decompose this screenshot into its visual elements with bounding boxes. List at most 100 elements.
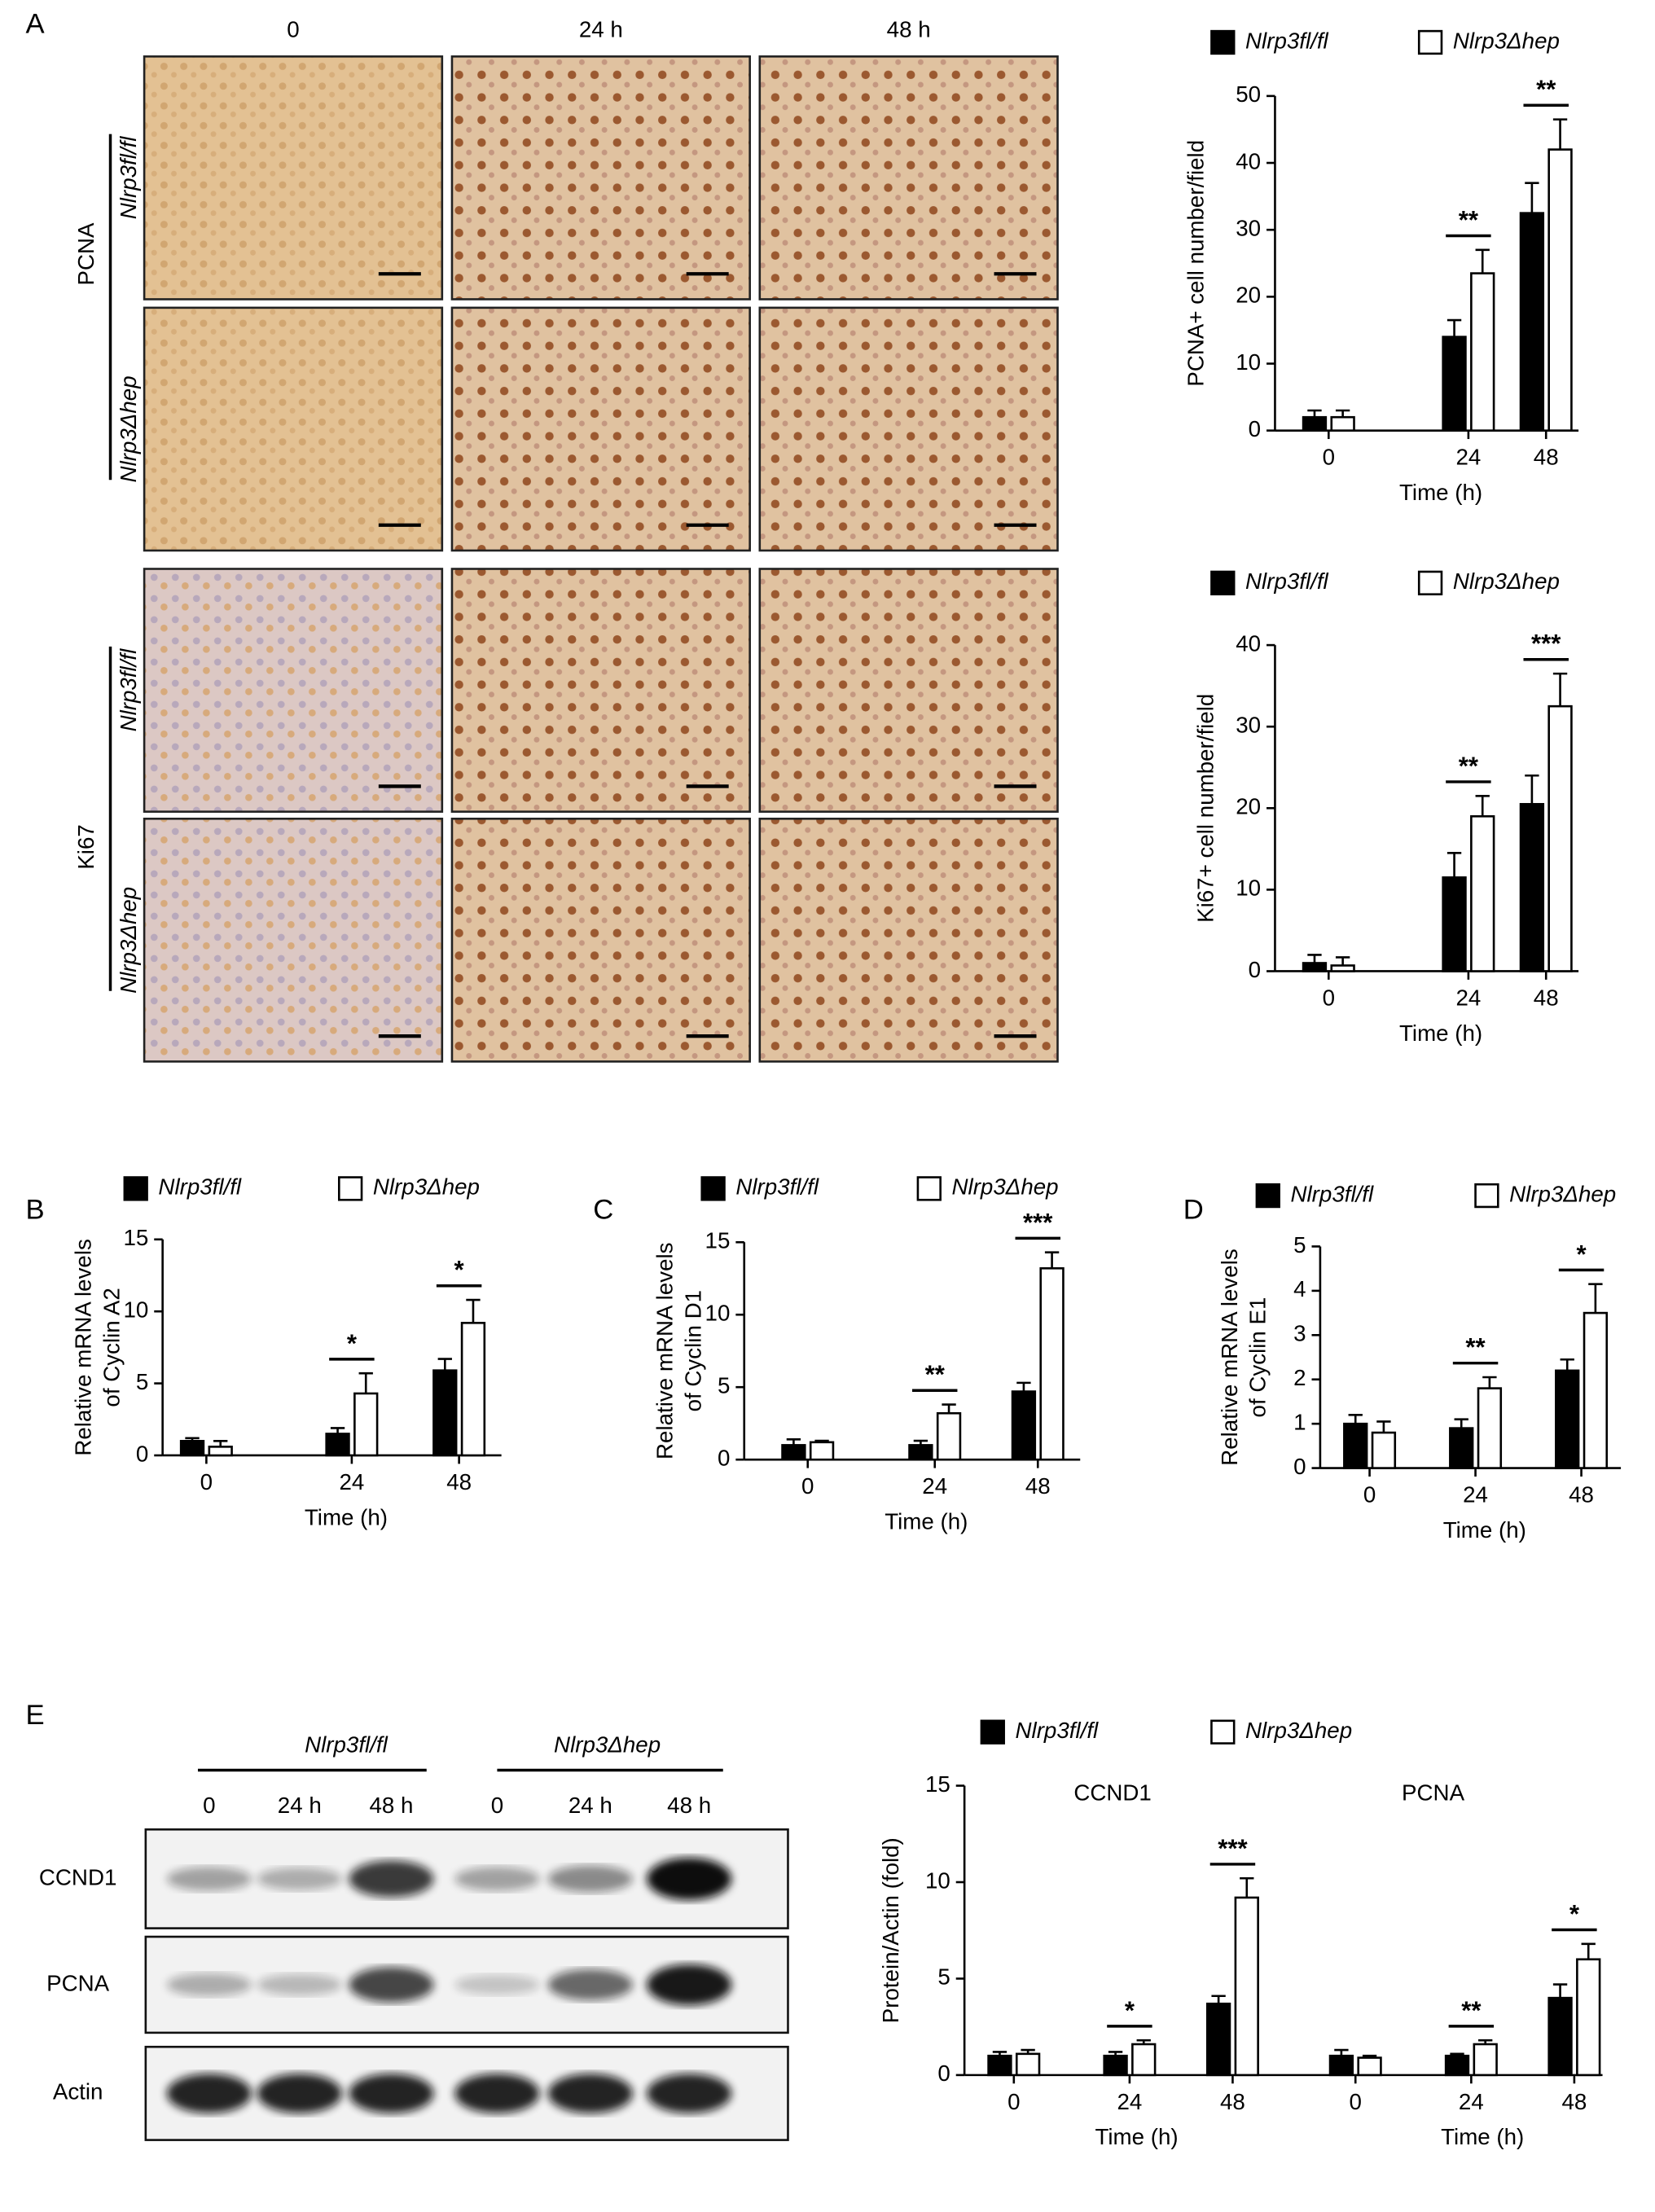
- significance-label: *: [1576, 1240, 1587, 1268]
- group-label: Nlrp3Δhep: [554, 1731, 661, 1757]
- band: [167, 1973, 252, 1996]
- band: [454, 1975, 539, 1995]
- bar: [910, 1445, 933, 1459]
- bar: [1471, 274, 1494, 431]
- y-tick-label: 30: [1236, 713, 1261, 738]
- y-tick-label: 40: [1236, 630, 1261, 656]
- significance-label: *: [347, 1329, 358, 1358]
- y-tick-label: 0: [136, 1441, 148, 1466]
- bar: [433, 1371, 456, 1455]
- row-label: PCNA: [46, 1970, 110, 1995]
- x-tick-label: 48: [1025, 1473, 1051, 1499]
- bar: [1474, 2044, 1497, 2075]
- column-label: 24 h: [579, 16, 623, 42]
- y-tick-label: 1: [1293, 1409, 1306, 1434]
- row-label: Nlrp3Δhep: [116, 375, 141, 482]
- row-label: Actin: [53, 2079, 103, 2104]
- legend-label: Nlrp3fl/fl: [735, 1174, 819, 1200]
- legend-label: Nlrp3fl/fl: [1291, 1181, 1374, 1206]
- micrograph: [452, 56, 750, 299]
- group-label: CCND1: [1073, 1780, 1152, 1805]
- panel-label: D: [1183, 1194, 1204, 1225]
- y-tick-label: 10: [925, 1867, 950, 1893]
- stain-label: Ki67: [73, 824, 99, 869]
- y-axis-label: Protein/Actin (fold): [878, 1837, 903, 2023]
- x-tick-label: 0: [1363, 1482, 1376, 1508]
- y-axis-label: Relative mRNA levels: [71, 1239, 96, 1456]
- micrograph: [144, 308, 442, 551]
- legend-swatch: [1257, 1184, 1280, 1207]
- bar: [1303, 417, 1326, 430]
- column-label: 48 h: [887, 16, 931, 42]
- bar: [1104, 2056, 1127, 2075]
- lane-label: 0: [203, 1793, 215, 1818]
- x-tick-label: 48: [1534, 445, 1559, 470]
- y-tick-label: 20: [1236, 794, 1261, 819]
- group-label: Nlrp3fl/fl: [305, 1731, 388, 1757]
- band: [257, 2074, 342, 2113]
- y-tick-label: 0: [718, 1446, 730, 1471]
- band: [454, 1867, 539, 1890]
- y-tick-label: 5: [718, 1373, 730, 1398]
- y-tick-label: 40: [1236, 148, 1261, 173]
- stain-label: PCNA: [73, 222, 99, 286]
- legend-label: Nlrp3fl/fl: [158, 1174, 241, 1200]
- lane-label: 0: [491, 1793, 503, 1818]
- panel-label: C: [593, 1194, 613, 1225]
- bar: [1016, 2054, 1039, 2075]
- x-tick-label: 24: [1117, 2089, 1142, 2114]
- y-axis-label: Relative mRNA levels: [652, 1242, 678, 1459]
- bar: [810, 1442, 833, 1459]
- band: [167, 2074, 252, 2113]
- micrograph: [760, 568, 1058, 811]
- bar: [937, 1413, 960, 1459]
- panel-label: B: [26, 1194, 45, 1225]
- x-axis-label: Time (h): [1399, 1020, 1482, 1046]
- y-tick-label: 5: [1293, 1232, 1306, 1257]
- bar: [327, 1433, 349, 1455]
- x-tick-label: 24: [1455, 445, 1481, 470]
- micrograph: [760, 308, 1058, 551]
- x-tick-label: 0: [1007, 2089, 1020, 2114]
- y-tick-label: 15: [705, 1228, 731, 1253]
- bar: [1549, 150, 1572, 431]
- x-axis-label: Time (h): [885, 1509, 968, 1534]
- legend-swatch: [1211, 31, 1234, 54]
- band: [548, 2074, 633, 2113]
- micrograph: [760, 56, 1058, 299]
- legend-label: Nlrp3Δhep: [952, 1174, 1059, 1200]
- y-tick-label: 10: [1236, 349, 1261, 375]
- legend-swatch: [1476, 1184, 1499, 1207]
- y-tick-label: 0: [1293, 1454, 1306, 1479]
- significance-label: **: [925, 1360, 946, 1389]
- band: [647, 2074, 731, 2113]
- band: [349, 2074, 433, 2113]
- row-label: Nlrp3fl/fl: [116, 136, 141, 219]
- x-axis-label: Time (h): [1399, 480, 1482, 505]
- legend-label: Nlrp3Δhep: [373, 1174, 480, 1200]
- bar: [1132, 2044, 1155, 2075]
- group-label: PCNA: [1402, 1780, 1465, 1805]
- y-axis-label: Relative mRNA levels: [1217, 1249, 1242, 1466]
- y-axis-label: Ki67+ cell number/field: [1193, 694, 1218, 923]
- bar: [181, 1441, 204, 1455]
- micrograph: [452, 819, 750, 1061]
- x-tick-label: 48: [1569, 1482, 1594, 1508]
- bar: [462, 1323, 485, 1455]
- bar: [1556, 1371, 1578, 1468]
- x-tick-label: 0: [1323, 445, 1335, 470]
- legend-swatch: [918, 1178, 941, 1200]
- bar: [1450, 1429, 1473, 1468]
- x-tick-label: 0: [801, 1473, 814, 1499]
- legend-label: Nlrp3fl/fl: [1245, 28, 1328, 53]
- significance-label: **: [1459, 205, 1479, 234]
- band: [349, 1967, 433, 2002]
- band: [647, 1964, 731, 2005]
- bar: [989, 2056, 1012, 2075]
- band: [257, 1867, 342, 1890]
- bar: [1332, 417, 1354, 430]
- x-tick-label: 48: [446, 1469, 472, 1494]
- x-tick-label: 48: [1220, 2089, 1245, 2114]
- bar: [1549, 706, 1572, 971]
- bar: [1443, 877, 1466, 971]
